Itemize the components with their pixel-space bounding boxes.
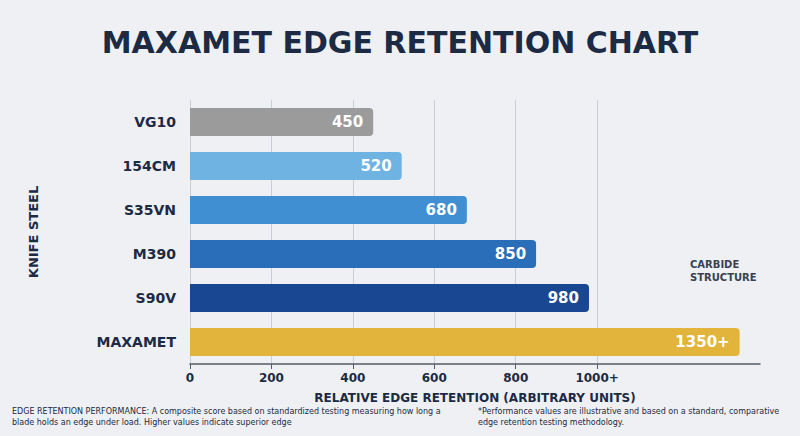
svg-text:CARBIDE: CARBIDE [690,259,743,270]
svg-text:MAXAMET EDGE RETENTION CHART: MAXAMET EDGE RETENTION CHART [102,25,699,60]
svg-text:RELATIVE EDGE RETENTION (ARBIT: RELATIVE EDGE RETENTION (ARBITRARY UNITS… [314,391,635,405]
svg-text:MAXAMET: MAXAMET [97,334,177,350]
svg-text:600: 600 [422,371,447,385]
svg-text:1000+: 1000+ [575,371,618,385]
svg-text:200: 200 [259,371,284,385]
svg-text:STRUCTURE: STRUCTURE [690,272,757,283]
svg-text:S90V: S90V [136,290,177,306]
svg-text:1350+: 1350+ [675,333,729,351]
svg-text:KNIFE STEEL: KNIFE STEEL [26,186,41,278]
svg-text:VG10: VG10 [134,114,176,130]
svg-text:EDGE RETENTION PERFORMANCE: A: EDGE RETENTION PERFORMANCE: A composite … [12,407,443,416]
svg-text:850: 850 [495,245,526,263]
svg-text:edge retention testing methodo: edge retention testing methodology. [478,418,624,427]
svg-text:680: 680 [426,201,457,219]
svg-text:400: 400 [340,371,365,385]
svg-text:*Performance values are illust: *Performance values are illustrative and… [478,407,782,416]
svg-text:520: 520 [360,157,391,175]
svg-text:blade holds an edge under load: blade holds an edge under load. Higher v… [12,418,292,427]
svg-text:0: 0 [186,371,194,385]
svg-text:980: 980 [548,289,579,307]
svg-text:S35VN: S35VN [124,202,176,218]
svg-text:M390: M390 [133,246,176,262]
svg-text:154CM: 154CM [123,158,176,174]
svg-text:800: 800 [503,371,528,385]
svg-text:450: 450 [332,113,363,131]
